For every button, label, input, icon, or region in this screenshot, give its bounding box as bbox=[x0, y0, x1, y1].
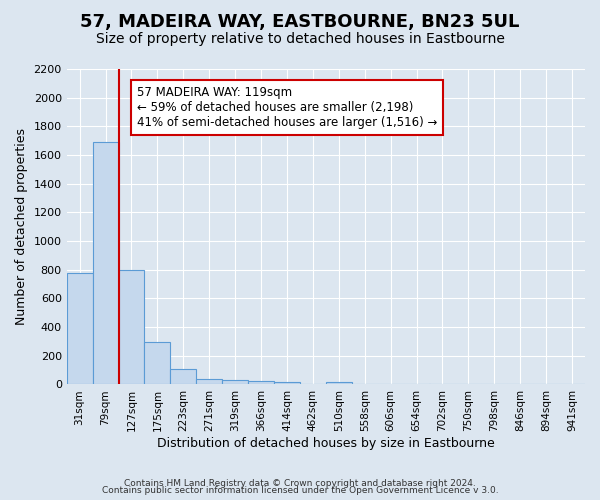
Bar bbox=[248, 382, 274, 384]
Bar bbox=[196, 380, 222, 384]
Text: Contains public sector information licensed under the Open Government Licence v : Contains public sector information licen… bbox=[101, 486, 499, 495]
Text: Contains HM Land Registry data © Crown copyright and database right 2024.: Contains HM Land Registry data © Crown c… bbox=[124, 478, 476, 488]
Bar bbox=[67, 272, 92, 384]
Bar bbox=[170, 368, 196, 384]
Bar bbox=[274, 382, 300, 384]
Bar bbox=[92, 142, 119, 384]
Text: 57, MADEIRA WAY, EASTBOURNE, BN23 5UL: 57, MADEIRA WAY, EASTBOURNE, BN23 5UL bbox=[80, 12, 520, 30]
Text: 57 MADEIRA WAY: 119sqm
← 59% of detached houses are smaller (2,198)
41% of semi-: 57 MADEIRA WAY: 119sqm ← 59% of detached… bbox=[137, 86, 437, 129]
Bar bbox=[222, 380, 248, 384]
Bar bbox=[119, 270, 145, 384]
X-axis label: Distribution of detached houses by size in Eastbourne: Distribution of detached houses by size … bbox=[157, 437, 495, 450]
Bar bbox=[326, 382, 352, 384]
Y-axis label: Number of detached properties: Number of detached properties bbox=[15, 128, 28, 325]
Bar bbox=[145, 342, 170, 384]
Text: Size of property relative to detached houses in Eastbourne: Size of property relative to detached ho… bbox=[95, 32, 505, 46]
